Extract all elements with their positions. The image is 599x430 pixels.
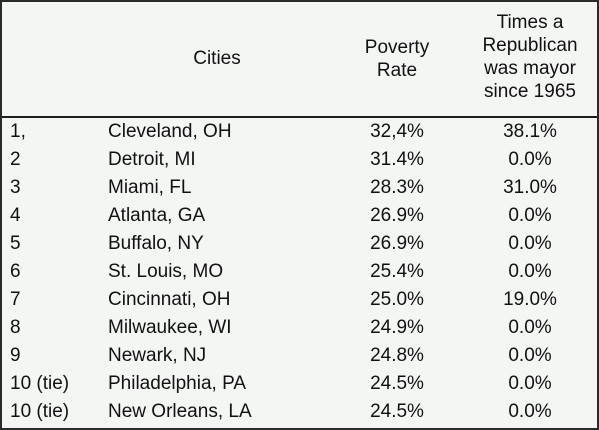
table-row: 5 Buffalo, NY 26.9% 0.0% [2, 230, 597, 258]
republican-mayor-cell: 0.0% [508, 373, 552, 394]
rank-cell: 10 (tie) [10, 373, 70, 394]
table-row: 10 (tie) Philadelphia, PA 24.5% 0.0% [2, 370, 597, 398]
rank-cell: 7 [10, 289, 21, 310]
republican-mayor-cell: 19.0% [503, 289, 557, 310]
rank-cell: 4 [10, 205, 21, 226]
city-cell: Newark, NJ [108, 345, 207, 366]
poverty-rate-cell: 25.0% [370, 289, 424, 310]
republican-mayor-cell: 0.0% [508, 317, 552, 338]
rank-cell: 5 [10, 233, 21, 254]
republican-mayor-cell: 0.0% [508, 205, 552, 226]
table-row: 9 Newark, NJ 24.8% 0.0% [2, 342, 597, 370]
table-row: 10 (tie) New Orleans, LA 24.5% 0.0% [2, 398, 597, 426]
republican-mayor-cell: 0.0% [508, 401, 552, 422]
table-row: 6 St. Louis, MO 25.4% 0.0% [2, 258, 597, 286]
table-row: 4 Atlanta, GA 26.9% 0.0% [2, 202, 597, 230]
city-cell: St. Louis, MO [108, 261, 224, 282]
republican-mayor-cell: 0.0% [508, 261, 552, 282]
rank-cell: 1, [10, 121, 26, 142]
city-cell: Detroit, MI [108, 149, 196, 170]
table-row: 1, Cleveland, OH 32,4% 38.1% [2, 118, 597, 146]
poverty-rate-cell: 32,4% [370, 121, 424, 142]
header-poverty-rate: Poverty Rate [364, 37, 430, 81]
table-row: 8 Milwaukee, WI 24.9% 0.0% [2, 314, 597, 342]
table-row: 2 Detroit, MI 31.4% 0.0% [2, 146, 597, 174]
rank-cell: 10 (tie) [10, 401, 70, 422]
city-cell: Buffalo, NY [108, 233, 204, 254]
rank-cell: 3 [10, 177, 21, 198]
poverty-rate-cell: 24.5% [370, 401, 424, 422]
poverty-rate-cell: 25.4% [370, 261, 424, 282]
republican-mayor-cell: 38.1% [503, 121, 557, 142]
rank-cell: 8 [10, 317, 21, 338]
header-cities: Cities [193, 48, 241, 69]
header-republican-mayor: Times a Republican was mayor since 1965 [482, 12, 578, 102]
poverty-rate-cell: 28.3% [370, 177, 424, 198]
city-cell: Miami, FL [108, 177, 192, 198]
rank-cell: 6 [10, 261, 21, 282]
rank-cell: 9 [10, 345, 21, 366]
city-cell: Philadelphia, PA [108, 373, 247, 394]
table-header: Cities Poverty Rate Times a Republican w… [2, 2, 597, 116]
city-cell: Cincinnati, OH [108, 289, 231, 310]
poverty-rate-cell: 24.8% [370, 345, 424, 366]
poverty-rate-cell: 31.4% [370, 149, 424, 170]
poverty-rate-cell: 26.9% [370, 233, 424, 254]
city-cell: Cleveland, OH [108, 121, 232, 142]
table-row: 7 Cincinnati, OH 25.0% 19.0% [2, 286, 597, 314]
republican-mayor-cell: 0.0% [508, 345, 552, 366]
rank-cell: 2 [10, 149, 21, 170]
city-cell: Milwaukee, WI [108, 317, 232, 338]
header-divider [2, 116, 597, 118]
republican-mayor-cell: 0.0% [508, 149, 552, 170]
poverty-rate-cell: 24.5% [370, 373, 424, 394]
poverty-rate-cell: 26.9% [370, 205, 424, 226]
poverty-rate-cell: 24.9% [370, 317, 424, 338]
city-cell: New Orleans, LA [108, 401, 252, 422]
republican-mayor-cell: 0.0% [508, 233, 552, 254]
republican-mayor-cell: 31.0% [503, 177, 557, 198]
city-cell: Atlanta, GA [108, 205, 206, 226]
table-body: 1, Cleveland, OH 32,4% 38.1% 2 Detroit, … [2, 118, 597, 426]
table-row: 3 Miami, FL 28.3% 31.0% [2, 174, 597, 202]
